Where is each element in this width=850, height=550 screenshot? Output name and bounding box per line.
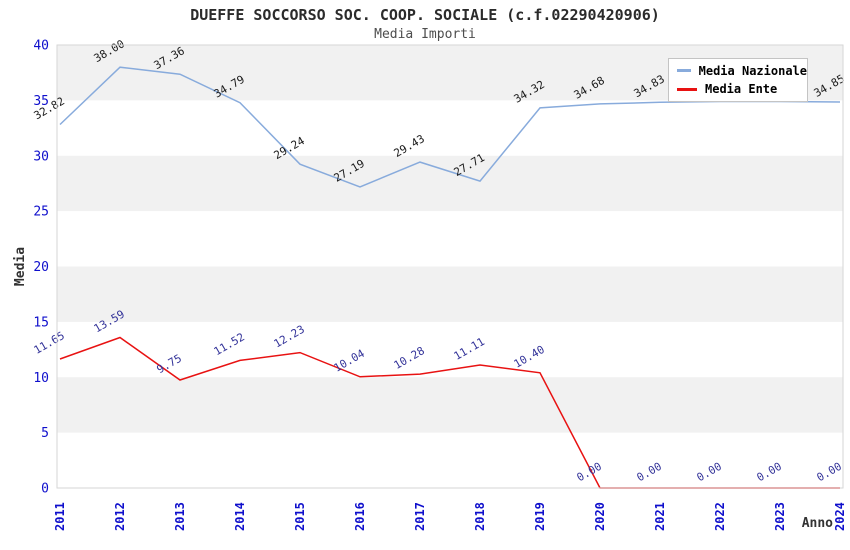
chart-title: DUEFFE SOCCORSO SOC. COOP. SOCIALE (c.f.… — [190, 6, 660, 24]
x-tick-label: 2014 — [233, 502, 247, 531]
y-tick-label: 40 — [33, 39, 49, 54]
x-tick-label: 2015 — [293, 502, 307, 531]
y-tick-label: 25 — [33, 205, 49, 220]
y-tick-label: 15 — [33, 315, 49, 330]
y-tick-label: 5 — [41, 426, 49, 441]
y-tick-label: 10 — [33, 371, 49, 386]
legend-label: Media Ente — [705, 82, 778, 97]
x-tick-label: 2022 — [713, 502, 727, 531]
legend-item-media-ente: Media Ente — [677, 82, 807, 96]
y-tick-label: 0 — [41, 482, 49, 497]
y-tick-label: 30 — [33, 149, 49, 164]
grid-band — [57, 266, 843, 322]
legend-line-swatch-ente — [677, 87, 697, 91]
legend-label: Media Nazionale — [698, 63, 807, 78]
legend-line-swatch-nazionale — [677, 69, 691, 73]
x-tick-label: 2017 — [413, 502, 427, 531]
y-axis-title: Media — [13, 247, 28, 286]
y-tick-label: 20 — [33, 260, 49, 275]
x-tick-label: 2021 — [653, 502, 667, 531]
grid-band — [57, 377, 843, 433]
x-axis-title: Anno — [802, 516, 833, 531]
x-tick-label: 2020 — [593, 502, 607, 531]
legend-item-media-nazionale: Media Nazionale — [677, 64, 807, 78]
x-tick-label: 2012 — [113, 502, 127, 531]
x-tick-label: 2023 — [773, 502, 787, 531]
plot-border — [56, 44, 844, 489]
x-tick-label: 2013 — [173, 502, 187, 531]
x-tick-label: 2018 — [473, 502, 487, 531]
y-tick-label: 35 — [33, 94, 49, 109]
x-tick-label: 2024 — [833, 502, 847, 531]
legend: Media Nazionale Media Ente — [668, 58, 808, 102]
chart-subtitle: Media Importi — [374, 27, 476, 42]
x-tick-label: 2011 — [53, 502, 67, 531]
x-tick-label: 2016 — [353, 502, 367, 531]
grid-band — [57, 155, 843, 212]
x-tick-label: 2019 — [533, 502, 547, 531]
